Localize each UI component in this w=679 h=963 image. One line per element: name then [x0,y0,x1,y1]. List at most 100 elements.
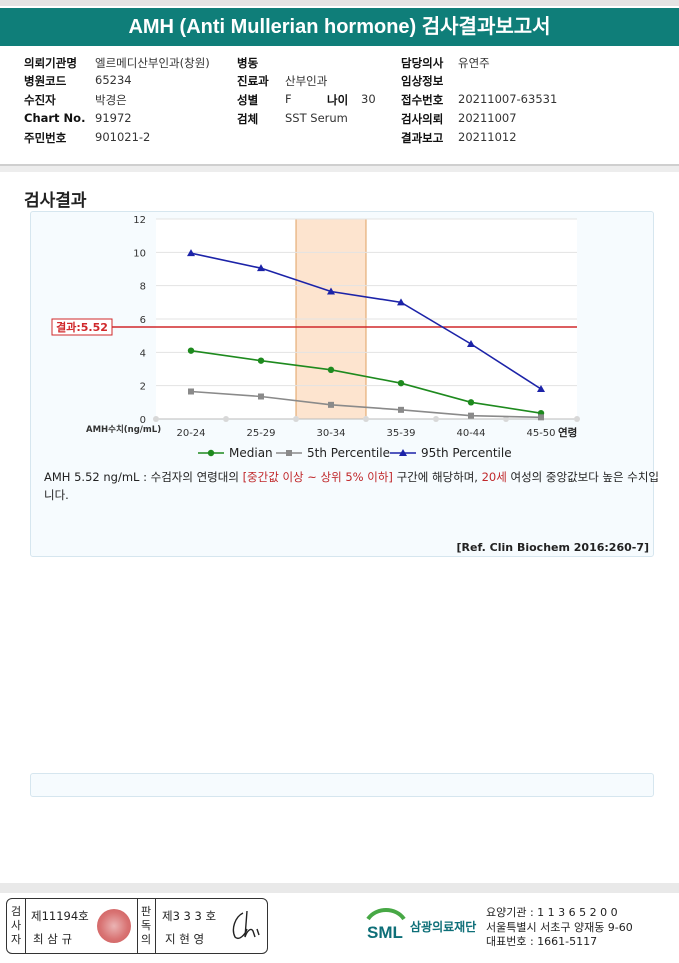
info-value-4-v1: 901021-2 [95,130,151,144]
x-tick-label: 20-24 [176,428,205,439]
divider-band [0,166,679,172]
data-point-0-1 [257,357,265,364]
organization-address: 서울특별시 서초구 양재동 9-60 [486,920,633,934]
data-point-1-0 [188,388,194,395]
organization-name: 삼광의료재단 [410,920,477,934]
y-tick-label: 10 [133,248,146,259]
info-value-0-v3: 유연주 [458,56,490,70]
data-point-2-3 [397,298,405,306]
x-tick-label: 35-39 [386,428,415,439]
result-text-part2: 구간에 해당하며, [392,470,482,484]
result-text-part3: 여성의 중앙값보다 높은 수치입니다. [44,470,659,502]
info-label-3-l3: 검사의뢰 [401,112,444,126]
doctor-name: 지 현 영 [165,932,205,946]
legend-label-0: Median [229,446,273,460]
organization-info: 요양기관 : 1 1 3 6 5 2 0 0 서울특별시 서초구 양재동 9-6… [486,906,633,950]
result-text-part1: AMH 5.52 ng/mL : 수검자의 연령대의 [44,470,243,484]
info-label-1-l3: 임상정보 [401,74,444,88]
data-point-2-1 [257,264,265,272]
series-line-2 [190,252,542,390]
divider [25,899,26,953]
sml-logo-icon: SML [366,908,406,942]
data-point-0-4 [467,399,475,406]
info-value-4-v3: 20211012 [458,130,517,144]
data-point-0-0 [187,347,195,354]
info-value-3-v1: 91972 [95,111,132,125]
info-value-2-v2: F [285,92,292,106]
x-tick-label: 45-50 [526,428,555,439]
institution-code: 요양기관 : 1 1 3 6 5 2 0 0 [486,906,618,919]
x-tick-label: 25-29 [246,428,275,439]
report-title: AMH (Anti Mullerian hormone) 검사결과보고서 [0,8,679,46]
info-label-4-l1: 주민번호 [24,131,67,145]
footer-divider [0,883,679,893]
data-point-1-3 [398,406,404,413]
logo-text: SML [367,923,403,942]
doctor-number: 제3 3 3 호 [162,909,217,923]
data-point-0-3 [397,379,405,387]
patient-info: 의뢰기관명 엘르메디산부인과(창원) 병동 담당의사 유연주 병원코드 65234 진료과 산부… [0,52,679,164]
result-text-range: [중간값 이상 ~ 상위 5% 이하] [242,470,393,484]
data-point-0-2 [327,366,335,374]
data-point-1-2 [328,401,334,408]
reference-citation: [Ref. Clin Biochem 2016:260-7] [456,541,649,554]
y-tick-label: 4 [140,348,146,359]
info-label-0-l3: 담당의사 [401,56,444,70]
organization-phone: 대표번호 : 1661-5117 [486,935,598,948]
info-value-1-v1: 65234 [95,73,132,87]
axis-dot [363,416,369,422]
info-value-0-v1: 엘르메디산부인과(창원) [95,56,210,70]
info-label-0-l2: 병동 [237,56,259,70]
info-value-3-v3: 20211007 [458,111,517,125]
data-point-2-4 [467,340,475,347]
series-line-1 [190,390,542,419]
info-value-1-v2: 산부인과 [285,74,328,88]
y-tick-label: 8 [140,282,146,293]
result-label: 결과:5.52 [56,320,108,334]
info-value-2-v3: 20211007-63531 [458,92,558,106]
info-label-2-l1: 수진자 [24,93,56,107]
legend-marker-2 [399,449,407,456]
y-tick-label: 12 [133,215,146,226]
signature-image [232,910,260,939]
info-label-3-l2: 검체 [237,112,259,126]
info-label-4-l3: 결과보고 [401,131,444,145]
info-label-2-l2: 성별 [237,93,259,107]
axis-dot [223,416,229,422]
divider [0,164,679,166]
info-value-2-v1: 박경은 [95,93,127,107]
legend-label-1: 5th Percentile [307,446,390,460]
inspector-number: 제11194호 [31,909,89,923]
legend-label-2: 95th Percentile [421,446,512,460]
legend-marker-0 [207,449,215,457]
y-tick-label: 0 [140,415,146,426]
y-axis-caption: AMH수치(ng/mL) [86,424,161,435]
x-tick-label: 30-34 [316,428,345,439]
axis-dot [153,416,159,422]
result-text-age: 20세 [481,470,507,484]
info-value-2-v2b: 30 [361,92,376,106]
section-title: 검사결과 [24,191,87,211]
amh-chart: 0 2 4 6 8 10 12 20-24 25-29 30-34 35-39 40-44 45-50 연… [51,215,580,460]
info-label-1-l1: 병원코드 [24,74,67,88]
axis-dot [293,416,299,422]
x-tick-label: 40-44 [456,428,485,439]
y-tick-label: 2 [140,382,146,393]
divider [155,899,156,953]
x-axis-suffix: 연령 [558,426,577,439]
seal-stamp [97,909,131,943]
info-label-2-l2b: 나이 [327,93,349,107]
axis-dot [503,416,509,422]
y-tick-label: 6 [140,315,146,326]
info-label-3-l1: Chart No. [24,111,86,125]
series-line-0 [190,349,542,414]
data-point-2-0 [187,249,195,257]
result-label-box [51,318,113,336]
divider [137,899,138,953]
data-point-1-5 [538,414,544,421]
legend-marker-1 [286,450,292,456]
data-point-2-2 [327,287,335,295]
